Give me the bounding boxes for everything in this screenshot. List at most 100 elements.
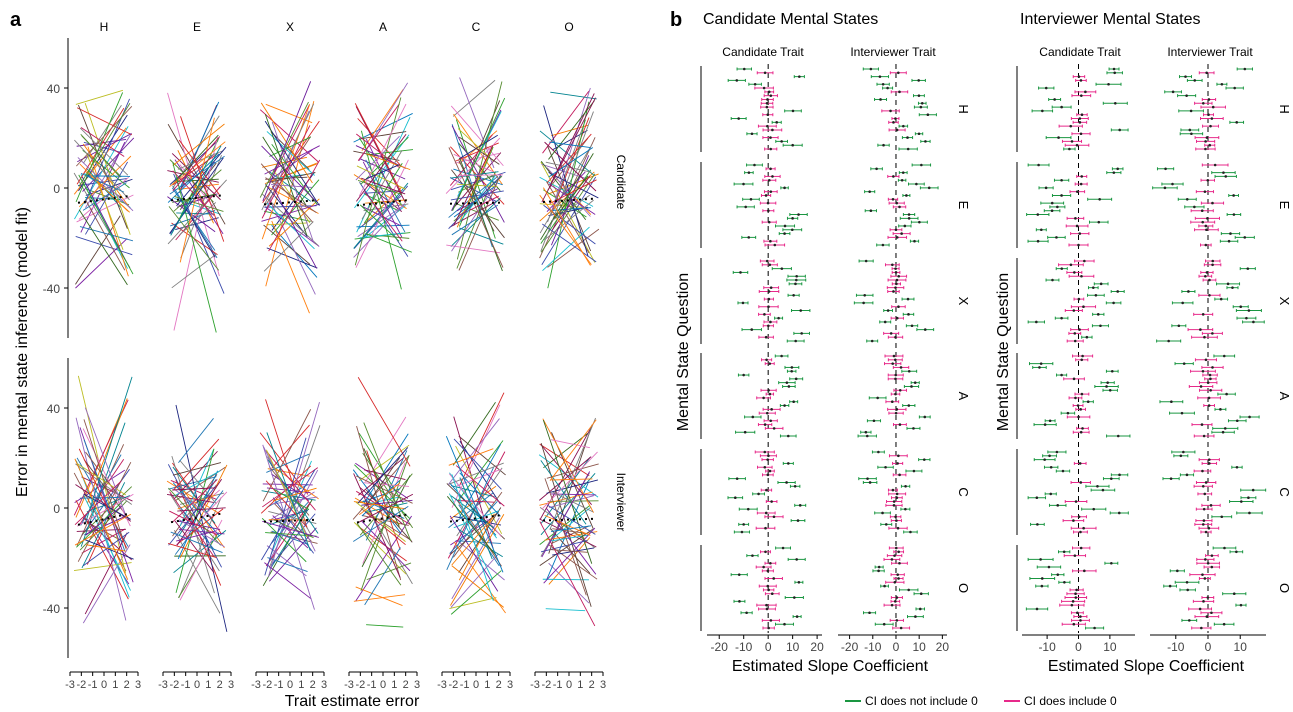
participant-line [539, 518, 597, 548]
estimate-point [1176, 569, 1179, 573]
participant-line [179, 117, 215, 263]
participant-line [360, 131, 407, 140]
participant-line [268, 159, 321, 252]
estimate-point [1185, 197, 1189, 201]
estimate-point [1202, 101, 1205, 105]
participant-line [453, 416, 494, 549]
estimate-point [1110, 369, 1114, 373]
participant-line [551, 525, 590, 544]
participant-line [84, 103, 131, 235]
facet-row-interviewer: Interviewer [614, 473, 628, 532]
estimate-point [1096, 484, 1099, 488]
x-tick-label: 1 [577, 679, 583, 691]
facet-title-X: X [286, 20, 294, 34]
estimate-point [894, 267, 897, 270]
participant-line [78, 448, 127, 549]
x-tick-label: -1 [88, 679, 98, 691]
participant-line [75, 500, 129, 600]
participant-line [83, 419, 127, 550]
facet-row-candidate: Candidate [614, 155, 628, 210]
participant-line [450, 105, 504, 167]
estimate-point [1079, 530, 1082, 534]
participant-line [453, 438, 502, 490]
estimate-point [872, 419, 876, 423]
participant-line [75, 460, 130, 598]
b-x-tick-label: 0 [893, 640, 900, 654]
estimate-point [785, 381, 789, 384]
participant-line [261, 469, 316, 561]
estimate-point [1044, 186, 1048, 190]
participant-line [269, 136, 311, 157]
estimate-point [742, 373, 745, 377]
estimate-point [1049, 492, 1053, 496]
estimate-point [1206, 217, 1209, 220]
participant-line [542, 223, 597, 263]
legend: CI does not include 0 CI does include 0 [845, 694, 1117, 708]
participant-line [261, 125, 311, 219]
participant-line [551, 478, 593, 481]
facet-lines [259, 399, 321, 610]
estimate-point [877, 565, 881, 569]
estimate-point [1232, 194, 1235, 197]
estimate-point [745, 611, 748, 615]
estimate-point [1243, 236, 1247, 239]
participant-line [170, 531, 223, 553]
estimate-point [892, 121, 895, 124]
estimate-point [1204, 481, 1208, 484]
estimate-point [926, 113, 930, 117]
participant-line [354, 464, 411, 520]
estimate-point [1247, 309, 1251, 312]
estimate-point [767, 90, 771, 94]
participant-line [174, 490, 224, 555]
estimate-point [764, 194, 768, 197]
participant-line [74, 126, 129, 220]
estimate-point [899, 366, 903, 369]
b-x-tick-label: -10 [1038, 640, 1056, 654]
estimate-point [863, 293, 867, 297]
x-tick-label: 3 [321, 679, 327, 691]
estimate-point [1204, 224, 1208, 228]
estimate-point [766, 113, 770, 117]
participant-line [76, 105, 133, 167]
facet-lines [352, 377, 414, 628]
estimate-point [1208, 278, 1211, 282]
participant-line [446, 496, 498, 557]
participant-line [80, 172, 125, 193]
legend-label-pink: CI does include 0 [1024, 694, 1117, 708]
estimate-point [1220, 82, 1224, 86]
participant-line [451, 516, 494, 566]
x-tick-label: 0 [287, 679, 293, 691]
estimate-point [735, 79, 739, 82]
participant-line [82, 544, 131, 624]
estimate-point [1079, 546, 1083, 550]
estimate-point [766, 458, 769, 461]
x-tick-label: -2 [355, 679, 365, 691]
estimate-point [769, 136, 772, 139]
participant-line [271, 121, 315, 244]
estimate-point [907, 213, 911, 216]
participant-line [453, 541, 506, 614]
estimate-point [1075, 224, 1079, 228]
estimate-point [1110, 561, 1113, 565]
estimate-point [910, 324, 914, 328]
estimate-point [907, 369, 911, 373]
estimate-point [886, 309, 890, 312]
participant-line [265, 503, 310, 567]
participant-line [78, 209, 128, 286]
b-x-tick-label: -10 [1167, 640, 1185, 654]
participant-line [172, 438, 220, 491]
estimate-point [897, 454, 900, 458]
participant-line [451, 404, 501, 508]
estimate-point [1113, 71, 1117, 75]
participant-line [360, 508, 412, 541]
participant-line [263, 224, 311, 265]
estimate-point [1202, 434, 1206, 438]
estimate-point [792, 293, 795, 297]
mean-line [356, 513, 410, 524]
estimate-point [1189, 109, 1193, 113]
estimate-point [1209, 377, 1212, 381]
estimate-point [882, 622, 886, 626]
estimate-point [1248, 511, 1251, 515]
participant-line [550, 439, 590, 449]
participant-line [266, 432, 311, 552]
